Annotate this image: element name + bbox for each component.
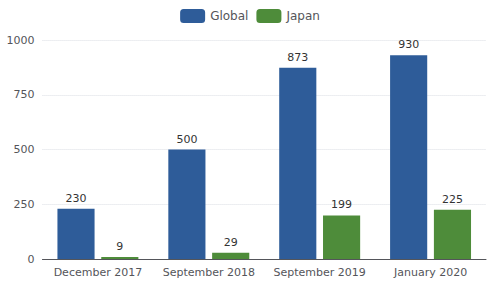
svg-text:September 2018: September 2018: [163, 266, 255, 279]
svg-text:January 2020: January 2020: [393, 266, 467, 279]
svg-text:500: 500: [176, 133, 197, 146]
svg-text:1000: 1000: [6, 34, 34, 47]
svg-text:750: 750: [13, 88, 34, 101]
svg-text:Japan: Japan: [285, 9, 319, 23]
svg-text:Global: Global: [210, 9, 248, 23]
svg-text:225: 225: [442, 193, 463, 206]
svg-text:500: 500: [13, 143, 34, 156]
svg-text:199: 199: [331, 198, 352, 211]
svg-text:0: 0: [27, 253, 34, 266]
svg-text:873: 873: [287, 51, 308, 64]
svg-text:250: 250: [13, 198, 34, 211]
svg-text:September 2019: September 2019: [274, 266, 366, 279]
svg-text:29: 29: [224, 236, 238, 249]
svg-text:230: 230: [66, 192, 87, 205]
svg-text:930: 930: [398, 38, 419, 51]
svg-text:December 2017: December 2017: [54, 266, 143, 279]
svg-text:9: 9: [116, 240, 123, 253]
